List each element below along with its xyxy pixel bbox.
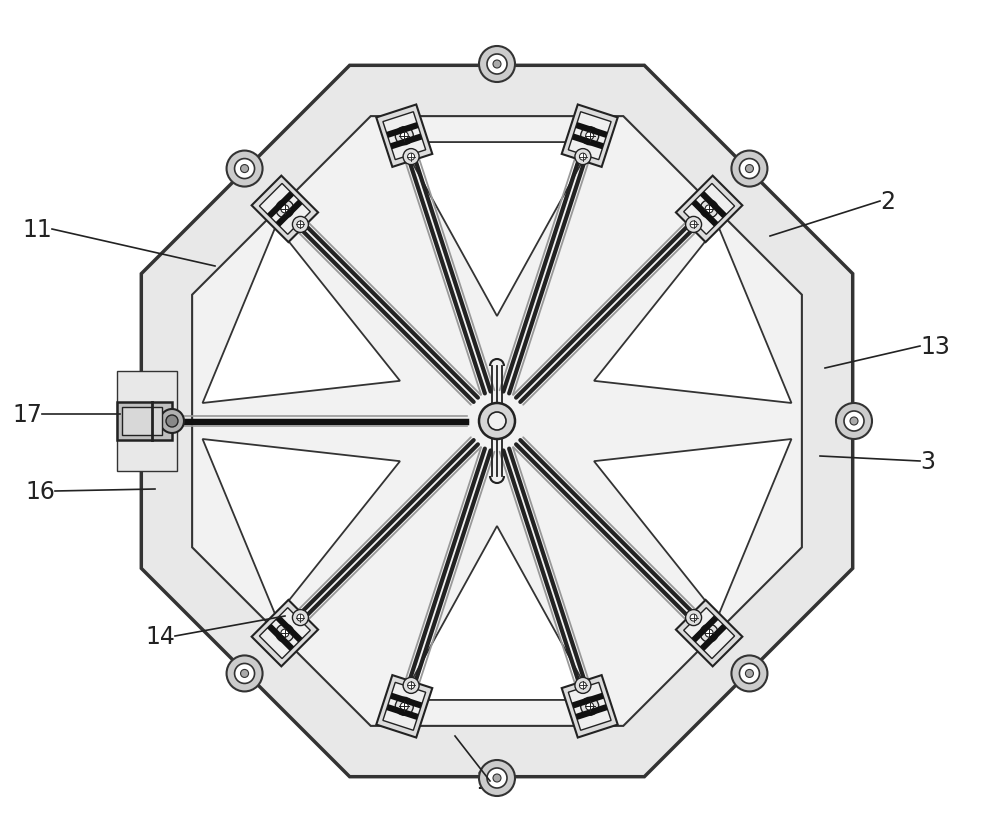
Circle shape bbox=[292, 609, 308, 626]
Circle shape bbox=[479, 404, 515, 440]
Text: 13: 13 bbox=[920, 334, 950, 359]
FancyBboxPatch shape bbox=[117, 402, 172, 441]
Circle shape bbox=[122, 404, 158, 440]
Circle shape bbox=[705, 630, 713, 637]
Circle shape bbox=[575, 678, 591, 694]
Polygon shape bbox=[203, 227, 400, 404]
Circle shape bbox=[586, 702, 594, 711]
Polygon shape bbox=[252, 176, 318, 242]
Circle shape bbox=[690, 222, 697, 229]
Circle shape bbox=[581, 128, 599, 145]
Polygon shape bbox=[203, 440, 400, 617]
Circle shape bbox=[844, 411, 864, 431]
Polygon shape bbox=[401, 527, 593, 700]
Circle shape bbox=[276, 624, 294, 642]
Polygon shape bbox=[401, 143, 593, 317]
Circle shape bbox=[745, 166, 753, 173]
Polygon shape bbox=[259, 184, 310, 235]
Circle shape bbox=[241, 670, 249, 678]
Circle shape bbox=[493, 774, 501, 782]
Circle shape bbox=[408, 154, 415, 161]
Text: 11: 11 bbox=[22, 217, 52, 242]
Polygon shape bbox=[676, 176, 742, 242]
Circle shape bbox=[227, 151, 263, 187]
Circle shape bbox=[166, 415, 178, 427]
Polygon shape bbox=[376, 105, 432, 168]
Circle shape bbox=[395, 128, 413, 145]
Circle shape bbox=[400, 702, 408, 711]
Polygon shape bbox=[568, 682, 611, 731]
Circle shape bbox=[281, 630, 289, 637]
Circle shape bbox=[731, 655, 767, 691]
Polygon shape bbox=[568, 113, 611, 161]
Polygon shape bbox=[192, 117, 802, 726]
Circle shape bbox=[281, 206, 289, 214]
FancyBboxPatch shape bbox=[122, 407, 162, 436]
Circle shape bbox=[700, 624, 718, 642]
Circle shape bbox=[488, 412, 506, 431]
Polygon shape bbox=[383, 113, 426, 161]
Circle shape bbox=[579, 154, 586, 161]
Circle shape bbox=[493, 61, 501, 69]
Polygon shape bbox=[141, 66, 853, 777]
Polygon shape bbox=[252, 600, 318, 666]
Circle shape bbox=[705, 206, 713, 214]
Circle shape bbox=[479, 760, 515, 796]
Circle shape bbox=[575, 150, 591, 166]
Polygon shape bbox=[562, 105, 618, 168]
Polygon shape bbox=[676, 600, 742, 666]
Polygon shape bbox=[259, 608, 310, 659]
Polygon shape bbox=[594, 227, 791, 404]
Circle shape bbox=[686, 609, 702, 626]
Circle shape bbox=[745, 670, 753, 678]
Circle shape bbox=[581, 697, 599, 716]
Circle shape bbox=[487, 55, 507, 75]
Circle shape bbox=[160, 410, 184, 434]
Polygon shape bbox=[376, 675, 432, 737]
Circle shape bbox=[136, 417, 144, 426]
Circle shape bbox=[235, 664, 255, 684]
Circle shape bbox=[686, 217, 702, 233]
Circle shape bbox=[403, 678, 419, 694]
Circle shape bbox=[579, 682, 586, 689]
Polygon shape bbox=[684, 184, 735, 235]
Circle shape bbox=[739, 664, 759, 684]
Circle shape bbox=[297, 222, 304, 229]
Text: 14: 14 bbox=[145, 624, 175, 648]
Circle shape bbox=[227, 655, 263, 691]
Circle shape bbox=[487, 768, 507, 788]
Circle shape bbox=[130, 411, 150, 431]
Polygon shape bbox=[562, 675, 618, 737]
Circle shape bbox=[400, 133, 408, 140]
Circle shape bbox=[408, 682, 415, 689]
Circle shape bbox=[276, 201, 294, 218]
Circle shape bbox=[700, 201, 718, 218]
Circle shape bbox=[850, 417, 858, 426]
Circle shape bbox=[292, 217, 308, 233]
Polygon shape bbox=[594, 440, 791, 617]
Circle shape bbox=[235, 160, 255, 180]
Text: 2: 2 bbox=[880, 190, 895, 214]
Circle shape bbox=[836, 404, 872, 440]
Text: 17: 17 bbox=[12, 402, 42, 426]
Circle shape bbox=[241, 166, 249, 173]
Circle shape bbox=[739, 160, 759, 180]
Circle shape bbox=[297, 614, 304, 621]
Text: 3: 3 bbox=[920, 450, 935, 473]
Polygon shape bbox=[383, 682, 426, 731]
Circle shape bbox=[395, 697, 413, 716]
Text: 15: 15 bbox=[475, 769, 505, 793]
Circle shape bbox=[731, 151, 767, 187]
Polygon shape bbox=[684, 608, 735, 659]
Circle shape bbox=[403, 150, 419, 166]
Polygon shape bbox=[117, 371, 177, 472]
Circle shape bbox=[586, 133, 594, 140]
Circle shape bbox=[690, 614, 697, 621]
Circle shape bbox=[479, 47, 515, 83]
Text: 16: 16 bbox=[25, 479, 55, 503]
